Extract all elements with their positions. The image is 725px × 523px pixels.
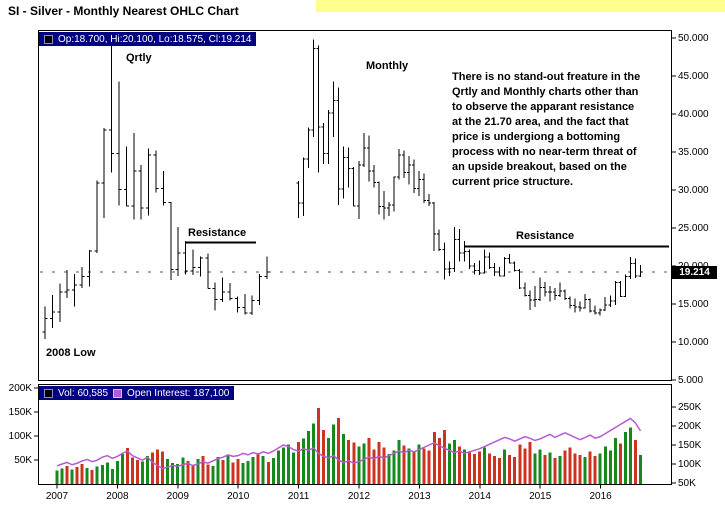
svg-text:45.000: 45.000 [678,71,709,82]
svg-text:25.000: 25.000 [678,223,709,234]
svg-text:2011: 2011 [288,491,310,502]
commentary-line: price is undergiong a bottoming [452,131,621,143]
ohlc-values-text: Op:18.700, Hi:20.100, Lo:18.575, Cl:19.2… [58,33,252,45]
svg-text:15.000: 15.000 [678,299,709,310]
quarterly-ohlc-bars [42,39,270,339]
commentary-line: an upside breakout, based on the [452,161,627,173]
svg-text:100K: 100K [678,459,702,470]
svg-text:2014: 2014 [469,491,492,502]
commentary-line: to observe the apparant resistance [452,101,635,113]
svg-text:150K: 150K [678,440,702,451]
ohlc-legend-bar: Op:18.700, Hi:20.100, Lo:18.575, Cl:19.2… [39,32,257,46]
svg-text:50.000: 50.000 [678,33,709,44]
ohlc-series-marker-icon [44,34,53,44]
commentary-line: current price structure. [452,176,574,188]
year-axis-labels: 2007 2008 2009 2010 2011 2012 2013 2014 2015 2016 [46,484,612,502]
yellow-highlight-strip [316,0,725,12]
svg-text:2009: 2009 [167,491,190,502]
commentary-line: at the 21.70 area, and the fact that [452,116,629,128]
commentary-line: There is no stand-out freature in the [452,71,641,83]
monthly-section-label: Monthly [366,60,409,72]
last-price-badge: 19.214 [672,266,717,279]
svg-text:40.000: 40.000 [678,109,709,120]
svg-text:2015: 2015 [529,491,552,502]
svg-text:2010: 2010 [227,491,250,502]
svg-text:5.000: 5.000 [678,375,703,386]
resistance-lines [185,241,669,248]
open-interest-value-text: Open Interest: 187,100 [127,387,230,399]
resistance-label-left: Resistance [188,227,247,239]
volume-series-marker-icon [44,388,53,398]
volume-axis-right-labels: 250K 200K 150K 100K 50K [672,402,702,489]
svg-text:2007: 2007 [46,491,69,502]
open-interest-line [56,417,642,470]
commentary-line: Qrtly and Monthly charts other than [452,86,639,98]
monthly-ohlc-bars [296,39,643,316]
svg-text:50K: 50K [678,478,696,489]
svg-text:35.000: 35.000 [678,147,709,158]
page-title: SI - Silver - Monthly Nearest OHLC Chart [8,4,239,18]
svg-text:2013: 2013 [408,491,431,502]
svg-text:250K: 250K [678,402,702,413]
svg-text:2012: 2012 [348,491,371,502]
svg-text:10.000: 10.000 [678,337,709,348]
svg-text:150K: 150K [9,407,33,418]
svg-text:2008: 2008 [106,491,129,502]
svg-text:200K: 200K [678,421,702,432]
price-axis-labels: 50.00045.00040.00035.00030.00025.00020.0… [672,33,709,386]
volume-legend-bar: Vol: 60,585 Open Interest: 187,100 [39,386,235,400]
commentary-text: There is no stand-out freature in the Qrt… [452,70,676,190]
commentary-line: process with no near-term threat of [452,146,637,158]
volume-value-text: Vol: 60,585 [58,387,109,399]
open-interest-marker-icon [113,388,123,398]
svg-text:100K: 100K [9,431,33,442]
svg-text:30.000: 30.000 [678,185,709,196]
resistance-label-right: Resistance [516,230,575,242]
svg-text:2016: 2016 [589,491,612,502]
qrtly-section-label: Qrtly [126,52,152,64]
svg-text:200K: 200K [9,383,33,394]
volume-axis-left-labels: 200K 150K 100K 50K [9,383,38,466]
svg-text:50K: 50K [14,455,32,466]
2008-low-label: 2008 Low [46,347,96,359]
